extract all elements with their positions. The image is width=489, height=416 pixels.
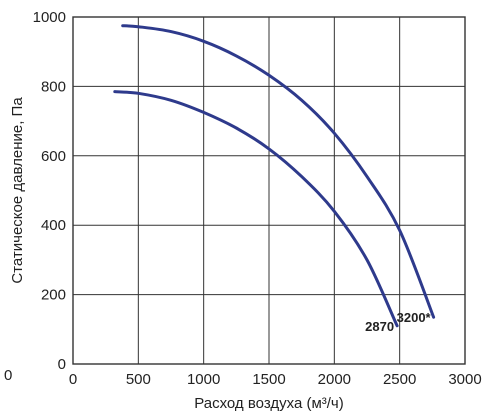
series-line [113, 90, 399, 328]
outer-tick-label: 0 [4, 367, 12, 384]
series-line [121, 24, 436, 319]
x-tick-label: 500 [126, 371, 151, 388]
curves [113, 24, 436, 328]
x-tick-label: 0 [69, 371, 77, 388]
series-label: 3200* [397, 310, 432, 325]
y-tick-labels: 0 200 400 600 800 1000 [33, 9, 66, 373]
x-tick-label: 2500 [383, 371, 416, 388]
y-tick-label: 800 [41, 78, 66, 95]
x-tick-label: 3000 [448, 371, 481, 388]
y-tick-label: 0 [58, 356, 66, 373]
x-tick-labels: 0 500 1000 1500 2000 2500 3000 [69, 371, 482, 388]
y-tick-label: 600 [41, 148, 66, 165]
y-tick-label: 1000 [33, 9, 66, 26]
y-tick-label: 400 [41, 217, 66, 234]
plot-frame [72, 16, 466, 365]
x-tick-label: 1500 [252, 371, 285, 388]
series-label: 2870 [365, 319, 394, 334]
y-tick-label: 200 [41, 287, 66, 304]
x-tick-label: 2000 [318, 371, 351, 388]
y-axis-title: Статическое давление, Па [9, 97, 26, 284]
x-axis-title: Расход воздуха (м³/ч) [194, 395, 344, 412]
x-tick-label: 1000 [187, 371, 220, 388]
